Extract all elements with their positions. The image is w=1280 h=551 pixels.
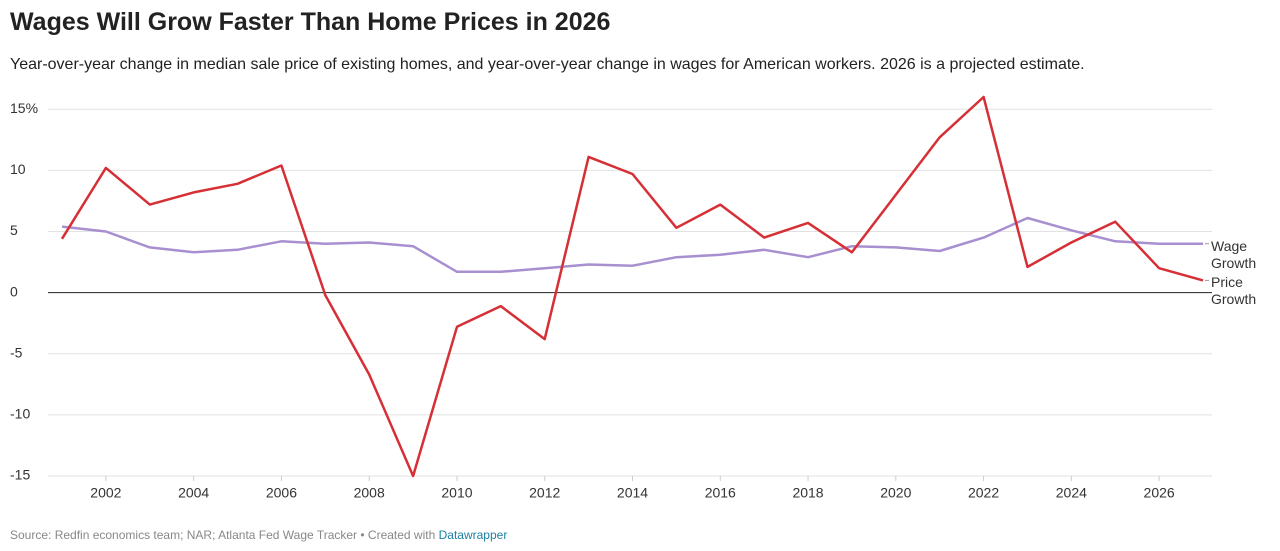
x-tick-label: 2002 bbox=[90, 485, 121, 501]
x-tick-label: 2026 bbox=[1144, 485, 1175, 501]
credit-link[interactable]: Datawrapper bbox=[438, 528, 508, 542]
y-tick-label: -10 bbox=[10, 406, 30, 422]
x-tick-label: 2006 bbox=[266, 485, 297, 501]
x-tick-label: 2018 bbox=[792, 485, 823, 501]
series-line bbox=[61, 216, 1203, 274]
y-tick-label: 10 bbox=[10, 161, 26, 177]
y-tick-label: -15 bbox=[10, 467, 30, 483]
chart-subtitle: Year-over-year change in median sale pri… bbox=[10, 56, 1085, 73]
footer: Source: Redfin economics team; NAR; Atla… bbox=[10, 528, 507, 542]
x-tick-label: 2014 bbox=[617, 485, 648, 501]
y-tick-label: 5 bbox=[10, 222, 18, 238]
chart-title: Wages Will Grow Faster Than Home Prices … bbox=[10, 8, 611, 36]
series-label: Price Growth bbox=[1211, 274, 1257, 308]
x-tick-label: 2012 bbox=[529, 485, 560, 501]
y-tick-label: -5 bbox=[10, 344, 23, 360]
x-tick-label: 2010 bbox=[441, 485, 472, 501]
chart: 15% 10 5 0 -5 -10 -15 2002 2004 2006 2008 2010 2012 2… bbox=[10, 95, 1212, 501]
series-line bbox=[60, 95, 1204, 478]
x-tick-label: 2016 bbox=[705, 485, 736, 501]
x-tick-label: 2022 bbox=[968, 485, 999, 501]
series-label: Wage Growth bbox=[1211, 237, 1257, 271]
source: Source: Redfin economics team; NAR; Atla… bbox=[10, 528, 436, 542]
y-tick-label: 0 bbox=[10, 283, 18, 299]
x-tick-label: 2004 bbox=[178, 485, 209, 501]
y-tick-label: 15% bbox=[10, 100, 38, 116]
x-tick-label: 2008 bbox=[354, 485, 385, 501]
x-tick-label: 2020 bbox=[880, 485, 911, 501]
x-tick-label: 2024 bbox=[1056, 485, 1087, 501]
